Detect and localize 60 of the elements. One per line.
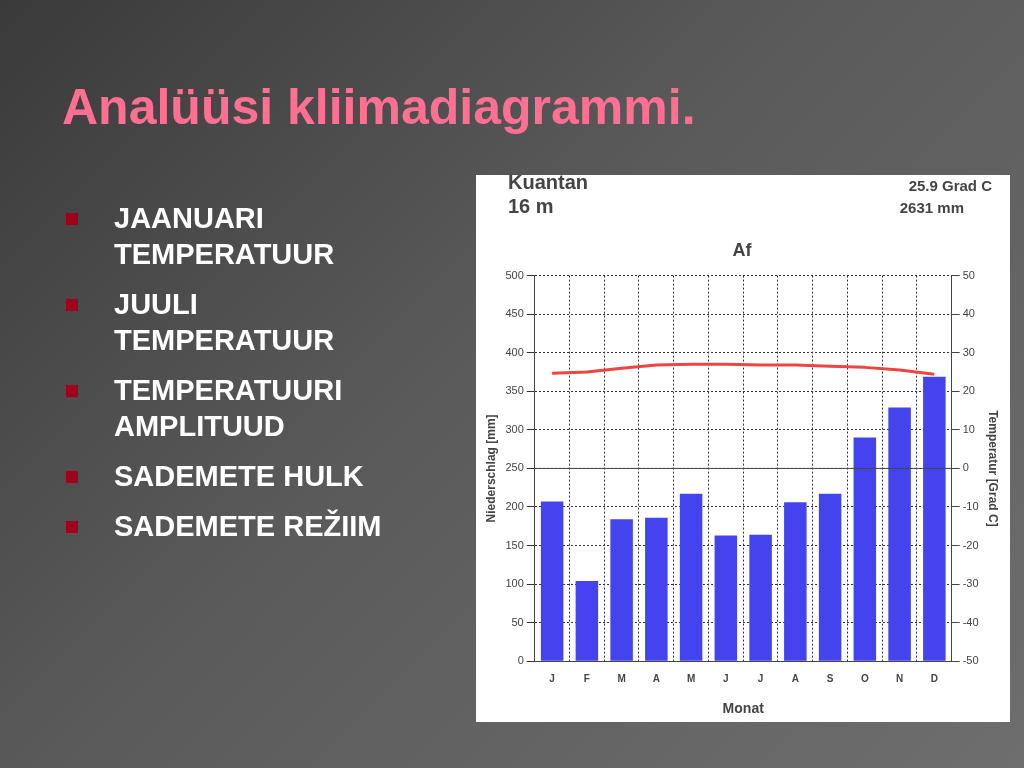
y-tick-label: 400 [505, 345, 524, 358]
x-tick-label: J [549, 672, 555, 684]
y-axis-title: Niederschlag [mm] [483, 414, 498, 523]
y-tick-label: 300 [505, 422, 524, 435]
y2-tick-label: 40 [962, 307, 975, 320]
x-tick-label: J [723, 672, 729, 684]
bar [853, 437, 877, 661]
y2-tick-label: -50 [962, 654, 979, 667]
text: Kuantan [508, 171, 588, 194]
bar [888, 407, 911, 661]
x-tick-label: M [686, 672, 696, 684]
text: 25.9 Grad C [908, 177, 992, 194]
y-tick-label: 250 [505, 461, 524, 474]
bar [923, 376, 946, 661]
bar [679, 493, 703, 661]
y2-tick-label: -40 [962, 615, 979, 628]
text: SADEMETE REŽIIM [114, 510, 382, 542]
y2-tick-label: -30 [962, 577, 979, 590]
y-tick-label: 50 [511, 615, 524, 628]
y2-tick-label: 10 [962, 422, 975, 435]
x-tick-label: A [791, 672, 799, 684]
y2-tick-label: -20 [962, 538, 979, 551]
x-tick-label: A [652, 672, 660, 684]
y-tick-label: 450 [505, 307, 524, 320]
y-tick-label: 0 [517, 654, 524, 667]
y-tick-label: 200 [505, 499, 524, 512]
x-tick-label: O [860, 672, 869, 684]
bar [645, 517, 668, 661]
x-tick-label: J [757, 672, 764, 684]
text: JUULI TEMPERATUUR [114, 288, 335, 356]
y2-tick-label: 50 [962, 268, 975, 281]
text: JAANUARI TEMPERATUUR [114, 202, 335, 270]
bar [749, 534, 772, 661]
chart-title: Analüüsi kliimadiagrammi. [62, 78, 696, 136]
y2-tick-label: -10 [962, 499, 979, 512]
text: TEMPERATUURI AMPLITUUD [114, 374, 343, 442]
text: 16 m [508, 195, 554, 218]
y2-tick-label: 0 [962, 461, 969, 474]
y2-tick-label: 30 [962, 345, 975, 358]
bar [714, 535, 738, 661]
text: 2631 mm [899, 199, 964, 216]
y-tick-label: 150 [505, 538, 524, 551]
y-tick-label: 500 [505, 268, 524, 281]
x-tick-label: N [895, 672, 904, 684]
x-tick-label: M [617, 672, 626, 684]
text: SADEMETE HULK [114, 460, 364, 492]
bar [540, 501, 564, 661]
bar [784, 502, 807, 661]
bar [818, 493, 842, 661]
y2-axis-title: Temperatur [Grad C] [986, 410, 1001, 527]
y2-tick-label: 20 [962, 384, 975, 397]
chart-subtitle: Af [732, 239, 753, 260]
x-tick-label: S [826, 672, 834, 684]
x-tick-label: D [930, 672, 938, 684]
x-axis-title: Monat [722, 700, 765, 717]
y-tick-label: 350 [505, 384, 524, 397]
y-tick-label: 100 [505, 577, 524, 590]
bar [575, 581, 599, 661]
bar [610, 519, 633, 661]
x-tick-label: F [583, 672, 590, 684]
